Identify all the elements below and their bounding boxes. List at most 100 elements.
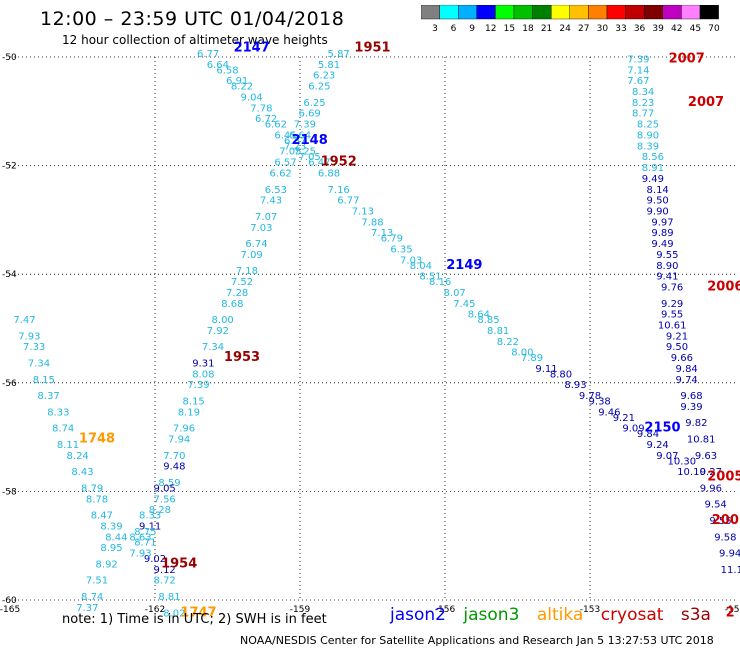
wave-height-value: 8.77 [632, 109, 654, 120]
wave-height-value: 8.71 [134, 538, 156, 549]
lat-tick-label: -54 [2, 270, 17, 280]
legend-s3a: s3a [680, 605, 711, 625]
wave-height-value: 6.91 [226, 76, 248, 87]
track-time-label: 2147 [234, 41, 270, 56]
wave-height-value: 7.03 [400, 255, 422, 266]
wave-height-value: 7.39 [187, 380, 209, 391]
wave-height-value: 8.04 [410, 261, 432, 272]
colorbar-swatch [699, 5, 719, 20]
wave-height-value: 8.14 [647, 185, 669, 196]
wave-height-value: 9.41 [656, 272, 678, 283]
wave-height-value: 9.24 [647, 440, 669, 451]
track-time-label: 2150 [644, 421, 680, 436]
wave-height-value: 7.39 [627, 54, 649, 65]
wave-height-value: 8.91 [642, 163, 664, 174]
track-time-label: 2149 [446, 258, 482, 273]
wave-height-value: 9.04 [241, 92, 263, 103]
lon-tick-label: -165 [0, 605, 20, 615]
wave-height-value: 8.39 [100, 521, 122, 532]
wave-height-value: 7.93 [129, 549, 151, 560]
wave-height-value: 8.33 [47, 407, 69, 418]
wave-height-value: 8.59 [158, 478, 180, 489]
wave-height-value: 7.05 [299, 152, 321, 163]
wave-height-value: 8.78 [86, 494, 108, 505]
wave-height-value: 8.80 [550, 369, 572, 380]
wave-height-value: 7.96 [173, 424, 195, 435]
wave-height-value: 7.09 [241, 250, 263, 261]
wave-height-value: 8.90 [656, 261, 678, 272]
colorbar-label: 42 [671, 24, 682, 34]
wave-height-value: 9.05 [154, 483, 176, 494]
wave-height-value: 8.44 [105, 532, 127, 543]
wave-height-value: 6.77 [337, 196, 359, 207]
wave-height-value: 11.10 [721, 565, 740, 576]
wave-height-value: 7.28 [226, 288, 248, 299]
wave-height-value: 6.35 [390, 244, 412, 255]
wave-height-value: 9.55 [661, 310, 683, 321]
wave-height-value: 7.93 [18, 331, 40, 342]
wave-height-value: 9.84 [676, 364, 698, 375]
wave-height-value: 6.77 [197, 49, 219, 60]
wave-height-value: 8.93 [564, 380, 586, 391]
wave-height-value: 8.47 [91, 511, 113, 522]
colorbar-label: 21 [541, 24, 552, 34]
wave-height-value: 8.75 [134, 527, 156, 538]
colorbar-label: 9 [469, 24, 475, 34]
track-time-label: 2148 [292, 133, 328, 148]
wave-height-value: 9.38 [589, 397, 611, 408]
wave-height-value: 9.31 [192, 359, 214, 370]
lon-tick-label: -162 [145, 605, 165, 615]
colorbar-label: 12 [485, 24, 496, 34]
wave-height-value: 7.94 [168, 435, 190, 446]
wave-height-value: 8.72 [154, 576, 176, 587]
wave-height-value: 9.07 [656, 451, 678, 462]
wave-height-value: 6.25 [308, 82, 330, 93]
wave-height-value: 6.72 [255, 114, 277, 125]
wave-height-value: 7.07 [255, 212, 277, 223]
colorbar-label: 6 [451, 24, 457, 34]
wave-height-value: 8.00 [212, 315, 234, 326]
colorbar-label: 39 [652, 24, 664, 34]
wave-height-value: 7.52 [231, 277, 253, 288]
wave-height-value: 7.23 [284, 141, 306, 152]
footer-credit: NOAA/NESDIS Center for Satellite Applica… [240, 634, 714, 647]
track-time-label: 1954 [161, 556, 197, 571]
lat-tick-label: -60 [2, 596, 17, 606]
wave-height-value: 8.68 [221, 299, 243, 310]
wave-height-value: 9.97 [651, 217, 673, 228]
wave-height-value: 7.51 [86, 576, 108, 587]
wave-height-value: 9.49 [651, 239, 673, 250]
wave-height-value: 10.10 [677, 467, 706, 478]
wave-height-value: 7.45 [453, 299, 475, 310]
wave-height-value: 8.33 [139, 511, 161, 522]
wave-height-value: 9.50 [666, 342, 688, 353]
colorbar-label: 36 [634, 24, 646, 34]
wave-height-value: 9.46 [598, 407, 620, 418]
wave-height-value: 8.02 [163, 608, 185, 619]
wave-height-value: 7.18 [236, 266, 258, 277]
track-time-label: 200 [712, 513, 739, 528]
wave-height-value: 9.68 [680, 391, 702, 402]
satellite-legend: jason2 jason3 altika cryosat s3a [390, 605, 723, 625]
wave-height-value: 8.22 [231, 82, 253, 93]
wave-height-value: 8.37 [38, 391, 60, 402]
track-time-label: 1748 [79, 432, 115, 447]
wave-height-value: 7.14 [627, 65, 649, 76]
wave-height-value: 8.64 [468, 310, 490, 321]
wave-height-value: 7.37 [76, 603, 98, 614]
wave-height-value: 8.92 [96, 559, 118, 570]
wave-height-value: 6.23 [313, 71, 335, 82]
wave-height-value: 9.63 [695, 451, 717, 462]
map-subtitle: 12 hour collection of altimeter wave hei… [62, 33, 328, 47]
wave-height-value: 8.43 [71, 467, 93, 478]
wave-height-value: 8.08 [192, 369, 214, 380]
wave-height-value: 9.66 [671, 353, 693, 364]
wave-height-value: 8.25 [637, 120, 659, 131]
wave-height-value: 8.00 [511, 348, 533, 359]
wave-height-value: 7.03 [250, 223, 272, 234]
wave-height-value: 6.88 [318, 168, 340, 179]
wave-height-value: 8.28 [149, 505, 171, 516]
wave-height-value: 9.54 [705, 500, 727, 511]
